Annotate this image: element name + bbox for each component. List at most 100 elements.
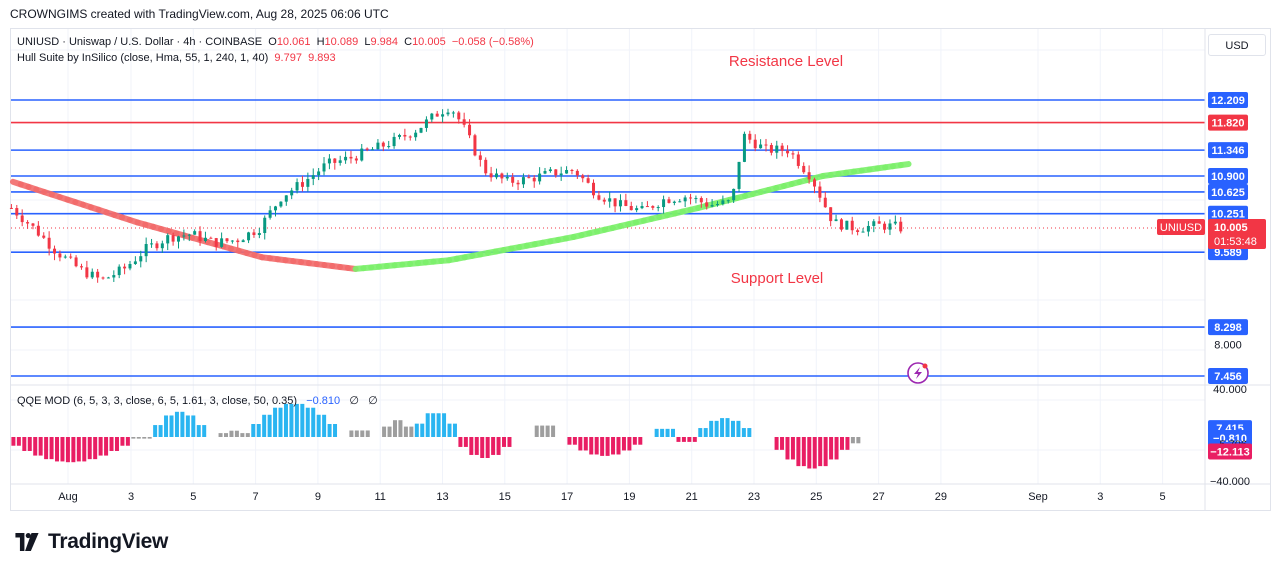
candle-body (538, 173, 542, 182)
candle-body (63, 256, 67, 258)
tradingview-logo[interactable]: TradingView (12, 530, 168, 554)
candle-body (446, 112, 450, 115)
candle-body (403, 134, 407, 137)
qqe-bar (774, 437, 779, 450)
candle-body (786, 150, 790, 154)
qqe-bar (202, 425, 207, 437)
candle-body (662, 199, 666, 208)
open-label: O (268, 36, 277, 48)
time-tick-label: Sep (1028, 491, 1048, 503)
qqe-bar (621, 437, 626, 451)
qqe-bar (583, 437, 588, 451)
qqe-bar (807, 437, 812, 469)
time-tick-label: 9 (315, 491, 321, 503)
time-tick-label: 29 (935, 491, 947, 503)
indicator-legend: Hull Suite by InSilico (close, Hma, 55, … (17, 52, 336, 64)
candle-body (371, 149, 375, 151)
indicator-title[interactable]: Hull Suite by InSilico (close, Hma, 55, … (17, 52, 269, 64)
qqe-bar (567, 437, 572, 445)
candle-body (726, 200, 730, 202)
candle-body (462, 119, 466, 125)
symbol-legend: UNIUSD · Uniswap / U.S. Dollar · 4h · CO… (17, 36, 534, 48)
candle-body (613, 198, 617, 207)
currency-button[interactable]: USD (1208, 34, 1266, 56)
candle-body (672, 201, 676, 203)
candle-body (581, 175, 585, 179)
time-tick-label: 27 (872, 491, 884, 503)
candle-body (861, 231, 865, 233)
price-level-label: 10.900 (1211, 171, 1245, 183)
qqe-bar (349, 430, 354, 437)
qqe-bar (333, 424, 338, 437)
qqe-bar (665, 428, 670, 437)
qqe-bar (703, 428, 708, 437)
qqe-bar (305, 407, 310, 437)
qqe-bar (632, 437, 637, 445)
qqe-bar (409, 426, 414, 437)
qqe-bar (801, 437, 806, 467)
candle-body (899, 221, 903, 232)
candle-body (732, 188, 736, 201)
candle-body (193, 231, 197, 235)
qqe-bar (398, 420, 403, 437)
candle-body (834, 219, 838, 222)
low-label: L (364, 36, 371, 48)
qqe-bar (594, 437, 599, 455)
candle-body (678, 201, 682, 203)
qqe-bar (300, 403, 305, 437)
qqe-bar (660, 428, 665, 437)
candle-body (705, 202, 709, 207)
candle-body (198, 231, 202, 241)
qqe-bar (403, 426, 408, 437)
qqe-bar (240, 433, 245, 437)
oscillator-badge (1208, 429, 1252, 446)
qqe-bar (11, 437, 16, 446)
qqe-bar (120, 437, 125, 446)
qqe-bar (796, 437, 801, 467)
qqe-bar (741, 428, 746, 437)
candle-body (451, 112, 455, 114)
qqe-bar (71, 437, 76, 463)
candle-body (58, 253, 62, 258)
qqe-bar (676, 437, 681, 442)
price-level-label: 11.820 (1211, 118, 1244, 130)
qqe-bar (785, 437, 790, 460)
time-tick-label: 17 (561, 491, 573, 503)
candle-body (511, 176, 515, 183)
open-value: 10.061 (276, 36, 311, 48)
candle-body (209, 237, 213, 239)
qqe-bar (834, 437, 839, 460)
qqe-bar (49, 437, 54, 460)
qqe-bar (534, 425, 539, 437)
oscillator-badge (1208, 443, 1252, 460)
price-level-badge (1208, 114, 1248, 131)
qqe-bar (104, 437, 109, 456)
qqe-bar (322, 414, 327, 437)
oscillator-title[interactable]: QQE MOD (6, 5, 3, 3, close, 6, 5, 1.61, … (17, 395, 298, 407)
qqe-bar (174, 411, 179, 437)
candle-body (322, 163, 326, 172)
hull-band (9, 161, 912, 272)
candle-body (26, 222, 30, 224)
qqe-bar (845, 437, 850, 450)
candle-body (150, 243, 154, 245)
candle-body (629, 206, 633, 211)
symbol-title[interactable]: UNIUSD · Uniswap / U.S. Dollar · 4h · CO… (17, 36, 263, 48)
candle-body (435, 113, 439, 117)
candle-body (392, 136, 396, 147)
candle-body (850, 220, 854, 231)
candle-body (225, 238, 229, 242)
candle-body (710, 205, 714, 207)
candle-body (618, 200, 622, 207)
price-level-badge (1208, 142, 1248, 159)
candle-body (106, 277, 110, 279)
chart-frame[interactable] (10, 28, 1271, 511)
qqe-bar (480, 437, 485, 458)
qqe-bar (82, 437, 87, 462)
oscillator-na-1: ∅ (349, 395, 359, 407)
candle-body (694, 198, 698, 200)
candle-body (387, 146, 391, 148)
alert-icon[interactable] (907, 362, 929, 384)
close-value: 10.005 (412, 36, 446, 48)
